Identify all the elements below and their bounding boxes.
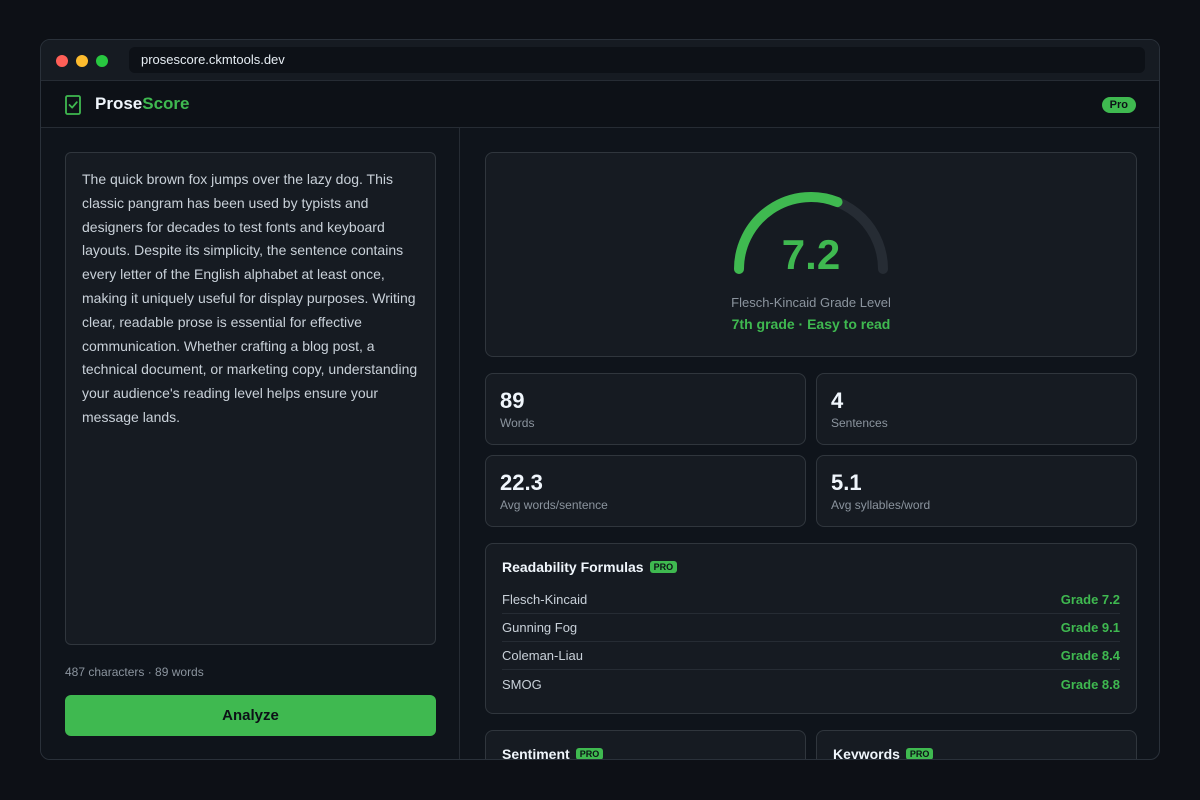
brand-name-prose: Prose — [95, 94, 143, 113]
browser-titlebar: prosescore.ckmtools.dev — [41, 40, 1159, 81]
formula-grade: Grade 9.1 — [1060, 620, 1120, 635]
formula-name: Coleman-Liau — [502, 648, 583, 663]
stat-label: Words — [500, 416, 535, 430]
browser-window: prosescore.ckmtools.dev Prose Score Pro … — [40, 39, 1160, 760]
plan-badge: Pro — [1101, 97, 1136, 113]
keywords-heading: Keywords PRO — [833, 746, 934, 760]
analyze-button[interactable]: Analyze — [65, 695, 436, 736]
formula-grade: Grade 8.4 — [1060, 648, 1120, 663]
formula-name: Flesch-Kincaid — [502, 592, 588, 607]
document-check-icon — [65, 95, 81, 115]
stat-card-words: 89 Words — [485, 373, 806, 445]
brand-name-score: Score — [142, 94, 190, 113]
stat-label: Avg syllables/word — [831, 498, 931, 512]
pro-badge: PRO — [905, 748, 934, 759]
gauge-fill — [734, 192, 843, 274]
grade-label: Flesch-Kincaid Grade Level — [731, 295, 891, 310]
stat-label: Sentences — [831, 416, 888, 430]
formulas-title: Readability Formulas — [502, 559, 644, 575]
formula-grade: Grade 8.8 — [1060, 676, 1120, 692]
minimize-window-button[interactable] — [76, 55, 88, 67]
keywords-card: Keywords PRO — [816, 730, 1137, 760]
stat-value: 5.1 — [831, 470, 862, 495]
formulas-heading: Readability Formulas PRO — [502, 559, 678, 575]
formula-row: SMOG Grade 8.8 — [502, 670, 1120, 698]
grade-value: 7.2 — [781, 231, 841, 278]
close-window-button[interactable] — [56, 55, 68, 67]
formula-row: Flesch-Kincaid Grade 7.2 — [502, 586, 1120, 614]
stat-label: Avg words/sentence — [500, 498, 608, 512]
app-header: Prose Score Pro — [41, 81, 1159, 128]
app-logo[interactable]: Prose Score — [95, 94, 190, 114]
sentiment-heading: Sentiment PRO — [502, 746, 604, 760]
formula-grade: Grade 7.2 — [1060, 592, 1120, 607]
stat-card-avg-syllables-word: 5.1 Avg syllables/word — [816, 455, 1137, 527]
address-bar[interactable]: prosescore.ckmtools.dev — [129, 47, 1145, 73]
formula-row: Coleman-Liau Grade 8.4 — [502, 642, 1120, 670]
grade-description: 7th grade · Easy to read — [731, 316, 891, 332]
character-word-counter: 487 characters · 89 words — [65, 665, 204, 679]
stat-value: 22.3 — [500, 470, 543, 495]
sentiment-card: Sentiment PRO — [485, 730, 806, 760]
results-panel: 7.2 Flesch-Kincaid Grade Level 7th grade… — [461, 128, 1159, 759]
pro-badge: PRO — [649, 561, 678, 573]
formula-row: Gunning Fog Grade 9.1 — [502, 614, 1120, 642]
readability-formulas-card: Readability Formulas PRO Flesch-Kincaid … — [485, 543, 1137, 714]
text-input[interactable]: The quick brown fox jumps over the lazy … — [65, 152, 436, 645]
stat-value: 4 — [831, 388, 844, 413]
input-panel: The quick brown fox jumps over the lazy … — [41, 128, 460, 759]
grade-gauge — [734, 192, 888, 274]
grade-gauge-card: 7.2 Flesch-Kincaid Grade Level 7th grade… — [485, 152, 1137, 357]
stat-card-sentences: 4 Sentences — [816, 373, 1137, 445]
stat-value: 89 — [500, 388, 525, 413]
formula-name: SMOG — [502, 676, 542, 692]
sentiment-title: Sentiment — [502, 746, 570, 760]
formula-name: Gunning Fog — [502, 620, 578, 635]
keywords-title: Keywords — [833, 746, 900, 760]
pro-badge: PRO — [575, 748, 604, 759]
maximize-window-button[interactable] — [96, 55, 108, 67]
stat-card-avg-words-sentence: 22.3 Avg words/sentence — [485, 455, 806, 527]
